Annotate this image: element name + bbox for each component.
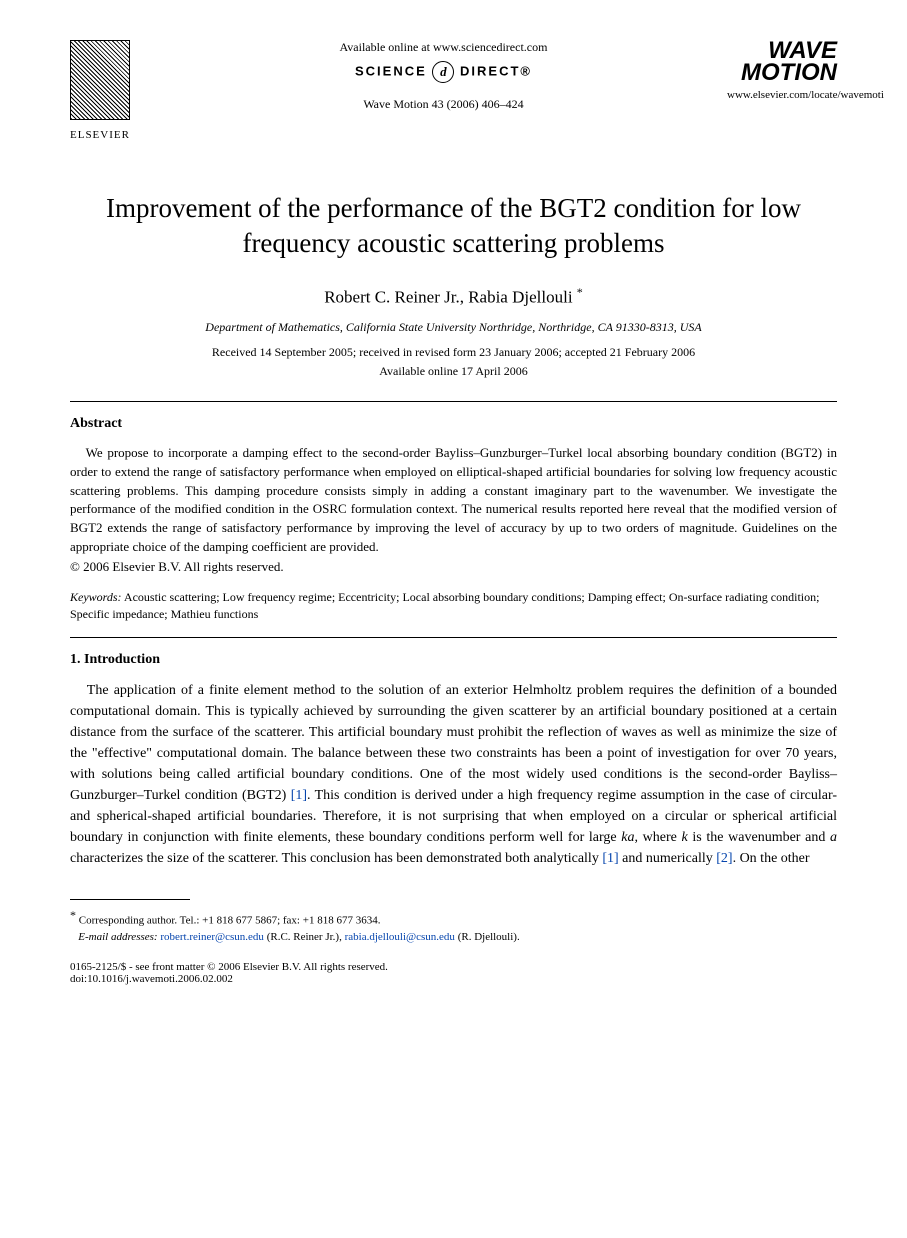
sd-left: SCIENCE (355, 63, 427, 78)
publisher-logo-left: ELSEVIER (70, 40, 160, 141)
abstract-copyright: © 2006 Elsevier B.V. All rights reserved… (70, 559, 837, 575)
front-matter: 0165-2125/$ - see front matter © 2006 El… (70, 961, 837, 973)
footnote-star: * (70, 908, 76, 922)
wave-line-2: MOTION (727, 62, 837, 84)
corresponding-author: * Corresponding author. Tel.: +1 818 677… (70, 906, 837, 929)
header-center: Available online at www.sciencedirect.co… (160, 40, 727, 112)
email-link-1[interactable]: robert.reiner@csun.edu (160, 931, 264, 943)
footnote-separator (70, 899, 190, 900)
intro-seg-g: . On the other (733, 851, 810, 866)
email1-name: (R.C. Reiner Jr.), (264, 931, 345, 943)
intro-seg-a: The application of a finite element meth… (70, 683, 837, 803)
header: ELSEVIER Available online at www.science… (70, 40, 837, 141)
received-dates: Received 14 September 2005; received in … (70, 345, 837, 360)
abstract-heading: Abstract (70, 416, 837, 432)
footnote-block: * Corresponding author. Tel.: +1 818 677… (70, 906, 837, 946)
email-label: E-mail addresses: (78, 931, 157, 943)
keywords-label: Keywords: (70, 590, 122, 604)
ref-link-2[interactable]: [2] (716, 851, 732, 866)
intro-seg-f: and numerically (619, 851, 717, 866)
email2-name: (R. Djellouli). (455, 931, 520, 943)
divider-mid (70, 637, 837, 638)
article-title: Improvement of the performance of the BG… (70, 191, 837, 261)
intro-seg-d: is the wavenumber and (688, 830, 830, 845)
keywords: Keywords: Acoustic scattering; Low frequ… (70, 589, 837, 623)
wave-motion-logo: WAVE MOTION (727, 40, 837, 83)
available-online-text: Available online at www.sciencedirect.co… (160, 40, 727, 55)
intro-seg-e: characterizes the size of the scatterer.… (70, 851, 602, 866)
intro-seg-c: , where (635, 830, 682, 845)
email-line: E-mail addresses: robert.reiner@csun.edu… (70, 929, 837, 946)
journal-logo-right: WAVE MOTION www.elsevier.com/locate/wave… (727, 40, 837, 101)
corresponding-mark: * (577, 285, 583, 299)
sciencedirect-logo: SCIENCE d DIRECT® (160, 61, 727, 83)
var-ka: ka (621, 830, 634, 845)
var-a: a (830, 830, 837, 845)
sd-circle-icon: d (432, 61, 454, 83)
corr-text: Corresponding author. Tel.: +1 818 677 5… (79, 914, 381, 926)
ref-link-1[interactable]: [1] (291, 788, 307, 803)
doi: doi:10.1016/j.wavemoti.2006.02.002 (70, 973, 837, 985)
citation-line: Wave Motion 43 (2006) 406–424 (160, 97, 727, 112)
email-link-2[interactable]: rabia.djellouli@csun.edu (345, 931, 455, 943)
sd-right: DIRECT® (460, 63, 532, 78)
ref-link-1b[interactable]: [1] (602, 851, 618, 866)
elsevier-tree-icon (70, 40, 130, 120)
affiliation: Department of Mathematics, California St… (70, 320, 837, 335)
introduction-paragraph: The application of a finite element meth… (70, 680, 837, 869)
elsevier-label: ELSEVIER (70, 129, 160, 141)
authors: Robert C. Reiner Jr., Rabia Djellouli * (70, 285, 837, 308)
available-online-date: Available online 17 April 2006 (70, 364, 837, 379)
introduction-heading: 1. Introduction (70, 652, 837, 668)
journal-url: www.elsevier.com/locate/wavemoti (727, 89, 837, 101)
author-names: Robert C. Reiner Jr., Rabia Djellouli (324, 288, 572, 307)
keywords-text: Acoustic scattering; Low frequency regim… (70, 590, 819, 621)
divider-top (70, 401, 837, 402)
abstract-body: We propose to incorporate a damping effe… (70, 444, 837, 557)
